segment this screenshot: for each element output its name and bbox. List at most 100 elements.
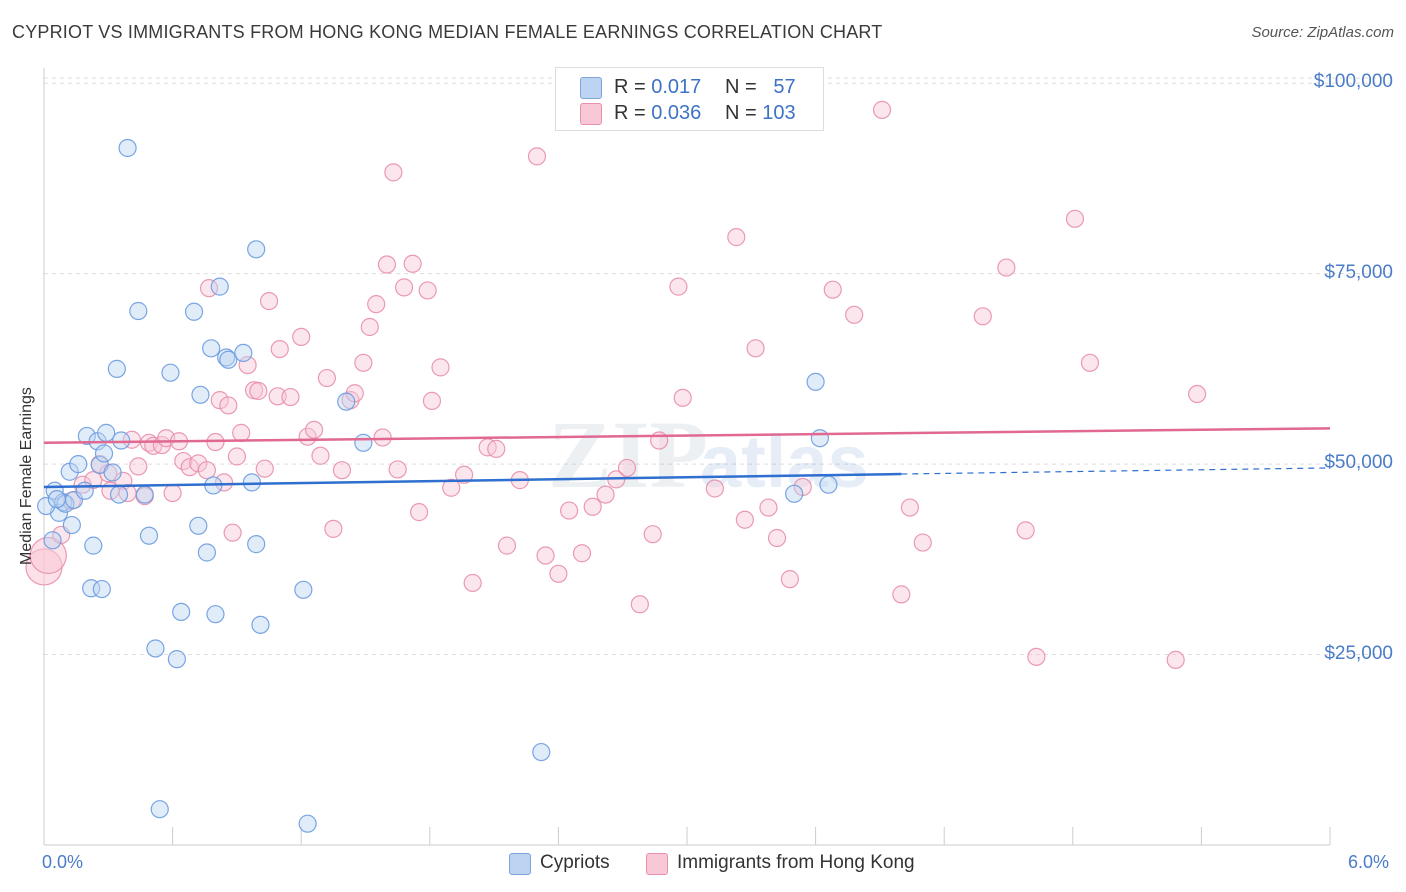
data-point [232, 423, 251, 442]
data-point [219, 396, 238, 415]
data-point [219, 350, 238, 369]
data-point [270, 339, 289, 359]
data-point [259, 292, 279, 311]
legend-r-label: R = [614, 76, 646, 98]
data-point [785, 484, 804, 503]
data-point [150, 800, 169, 819]
data-point [442, 478, 461, 497]
data-point [112, 431, 131, 450]
data-point [354, 433, 373, 452]
y-tick-label: $25,000 [1324, 642, 1393, 664]
data-point [403, 254, 422, 273]
data-point [596, 485, 615, 504]
data-point [394, 278, 414, 297]
legend-label-hong-kong: Immigrants from Hong Kong [677, 852, 915, 873]
data-point [384, 163, 403, 182]
data-point [767, 528, 787, 548]
chart-title: CYPRIOT VS IMMIGRANTS FROM HONG KONG MED… [12, 22, 883, 42]
data-point [47, 490, 66, 509]
y-tick-label: $75,000 [1324, 261, 1393, 283]
series-hong-kong-points [25, 100, 1207, 669]
trend-line-hong-kong [43, 427, 1331, 445]
data-point [206, 605, 225, 624]
data-point [103, 463, 122, 482]
data-point [332, 461, 352, 480]
data-point [294, 580, 313, 599]
data-point [572, 544, 592, 563]
data-point [94, 444, 114, 463]
data-point [324, 519, 343, 538]
data-point [418, 281, 437, 300]
data-point [872, 100, 892, 119]
data-point [388, 460, 407, 479]
legend-r-label: R = [614, 102, 646, 124]
data-point [292, 327, 311, 347]
data-point [643, 525, 662, 544]
y-tick-label: $100,000 [1313, 71, 1393, 93]
data-point [29, 536, 67, 575]
data-point [180, 458, 199, 477]
legend-n-value: 103 [762, 102, 796, 124]
data-point [583, 497, 602, 516]
data-point [630, 595, 649, 614]
data-point [705, 479, 724, 498]
trend-line-cypriots [43, 472, 902, 489]
data-point [251, 615, 270, 634]
data-point [1166, 650, 1185, 669]
data-point [281, 387, 300, 407]
data-point [184, 302, 204, 321]
data-point [268, 387, 287, 406]
data-point [497, 536, 517, 555]
trend-lines [43, 427, 1331, 489]
data-point [463, 573, 482, 593]
data-point [139, 526, 159, 545]
data-point [56, 494, 75, 513]
data-point [759, 498, 778, 517]
data-point [163, 483, 182, 503]
data-point [242, 473, 262, 492]
data-point [304, 420, 324, 439]
legend-swatch-hong-kong [646, 853, 668, 875]
data-point [135, 485, 154, 504]
y-axis-label: Median Female Earnings [18, 387, 35, 565]
data-point [1080, 353, 1100, 372]
data-point [900, 498, 920, 517]
data-point [223, 523, 242, 542]
legend-swatch-hong-kong [580, 103, 602, 125]
data-point [549, 564, 568, 583]
data-point [973, 307, 992, 326]
data-point [409, 503, 429, 522]
data-point [77, 426, 96, 446]
data-point [109, 485, 129, 504]
data-point [727, 228, 746, 247]
data-point [560, 501, 579, 520]
data-point [373, 428, 392, 447]
data-point [617, 458, 637, 478]
data-point [247, 240, 266, 259]
y-tick-label: $50,000 [1324, 452, 1393, 474]
legend-r-value: 0.017 [651, 76, 702, 98]
data-point [487, 439, 506, 458]
data-point [249, 381, 268, 401]
legend-n-label: N = [725, 102, 757, 124]
data-point [129, 301, 148, 321]
data-point [129, 457, 148, 476]
data-point [37, 496, 56, 516]
data-point [669, 277, 688, 296]
data-point [532, 742, 551, 762]
data-point [913, 533, 932, 552]
data-point [191, 385, 210, 404]
watermark-zip: ZIP [548, 401, 708, 508]
data-point [317, 368, 337, 388]
legend-label-cypriots: Cypriots [540, 852, 610, 873]
data-point [367, 295, 386, 314]
data-point [354, 353, 373, 372]
data-point [1016, 521, 1035, 540]
data-point [234, 343, 253, 362]
x-tick-max: 6.0% [1348, 852, 1390, 872]
data-point [527, 147, 547, 166]
legend-swatch-cypriots [509, 853, 531, 875]
data-point [806, 372, 825, 391]
data-point [1065, 209, 1085, 228]
